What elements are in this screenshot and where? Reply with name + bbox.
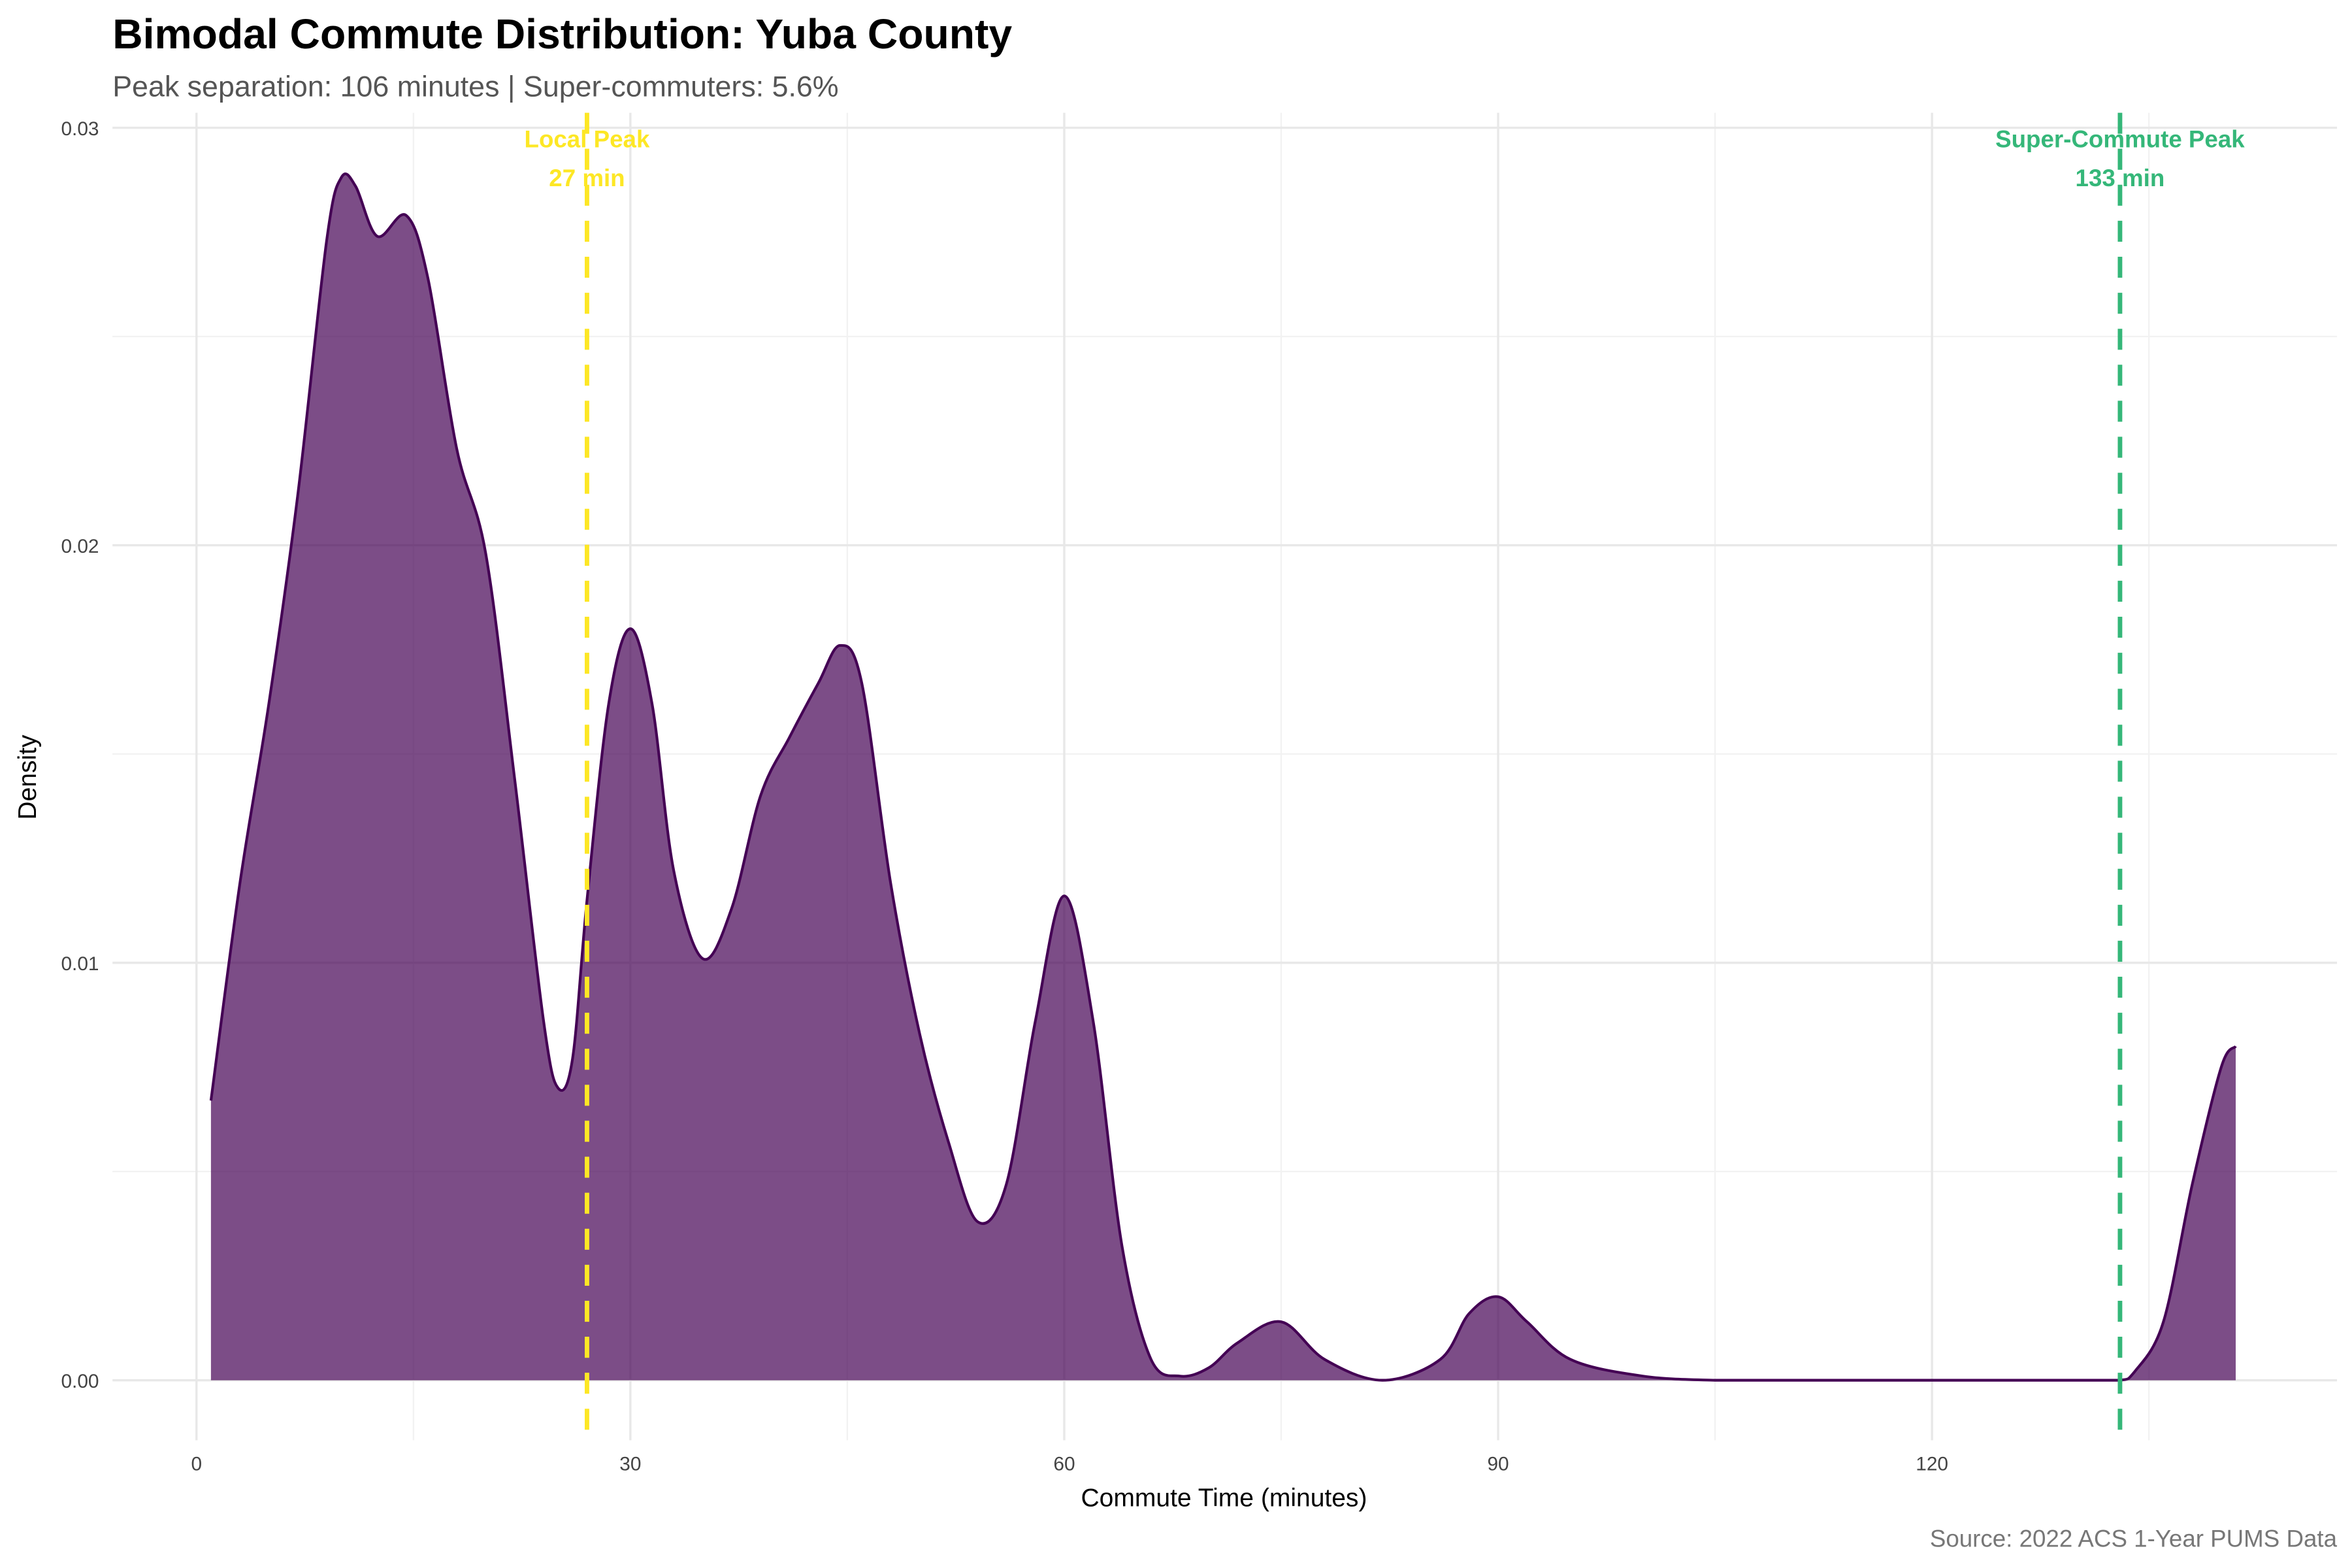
y-tick-label: 0.03 [61,118,99,140]
y-tick-label: 0.00 [61,1371,99,1392]
density-fill [210,174,2236,1380]
density-area [209,172,2237,1382]
x-tick-label: 0 [191,1453,202,1475]
x-axis-label: Commute Time (minutes) [1081,1484,1367,1512]
chart-subtitle: Peak separation: 106 minutes | Super-com… [112,70,838,103]
x-tick-label: 120 [1916,1453,1948,1475]
x-tick-label: 60 [1053,1453,1075,1475]
axis-ticks: 0 30 60 90 120 0.00 0.01 0.02 0.03 [61,118,1948,1475]
density-line [209,172,2237,1382]
y-tick-label: 0.01 [61,953,99,975]
peak-label-title: Super-Commute Peak [1995,125,2245,152]
y-tick-label: 0.02 [61,536,99,557]
y-axis-label: Density [14,734,42,820]
x-tick-label: 90 [1487,1453,1509,1475]
peak-label-title: Local Peak [525,125,650,152]
peak-label-value: 27 min [549,165,625,191]
peak-label-value: 133 min [2076,165,2165,191]
caption: Source: 2022 ACS 1-Year PUMS Data [1930,1525,2338,1552]
peak-lines: Local Peak 27 min Super-Commute Peak 133 mi… [525,112,2245,1441]
chart-title: Bimodal Commute Distribution: Yuba Count… [112,10,1012,57]
x-tick-label: 30 [619,1453,641,1475]
